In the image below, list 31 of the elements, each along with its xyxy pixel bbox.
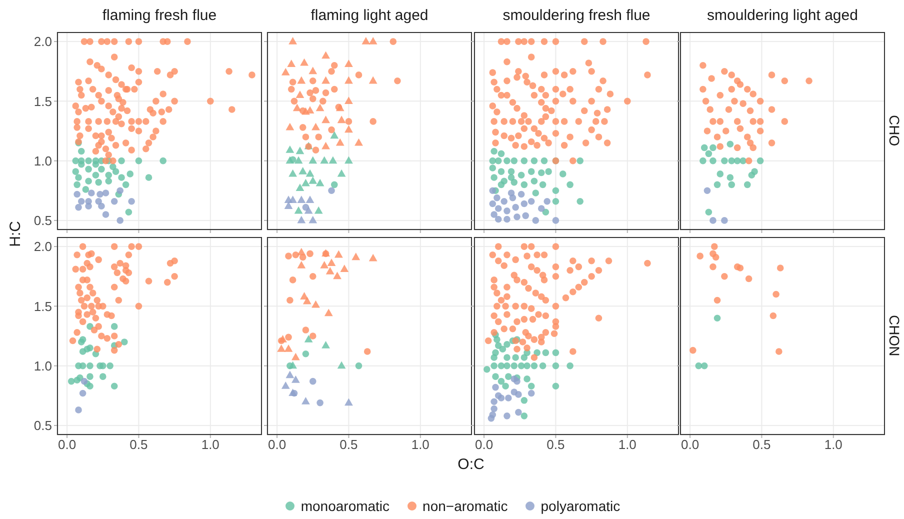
x-tick-label: 1.0	[201, 437, 220, 452]
chart-title: flaming light aged	[310, 7, 430, 24]
x-tick-label: 0.5	[752, 437, 771, 452]
x-tick-label: 1.0	[824, 437, 842, 452]
y-tick-label: 1.0	[34, 153, 52, 168]
y-tick-label: 1.5	[34, 94, 52, 109]
chart-title: flaming fresh flue	[101, 7, 218, 24]
x-tick-label: 0.0	[474, 437, 494, 452]
legend-label: monoaromatic	[300, 498, 390, 514]
y-tick-label: 0.5	[34, 418, 52, 434]
x-tick-label: 1.0	[618, 437, 636, 452]
legend-label: polyaromatic	[540, 498, 620, 514]
x-tick-label: 0.5	[546, 437, 565, 452]
y-tick-label: 0.5	[34, 213, 52, 228]
y-tick-label: 1.0	[34, 358, 52, 374]
x-tick-label: 1.0	[411, 437, 430, 452]
y-tick-label: 1.5	[34, 298, 52, 314]
x-tick-label: 0.0	[268, 437, 286, 452]
y-tick-label: 2.0	[34, 239, 52, 254]
y-tick-label: 2.0	[34, 34, 52, 50]
y2-axis-title: CHON	[886, 315, 902, 357]
x-tick-label: 0.5	[340, 437, 358, 452]
x-axis-title: O:C	[456, 456, 486, 473]
x-tick-label: 0.0	[58, 437, 76, 452]
y-axis-title: H:C	[6, 220, 24, 246]
legend-label: non−aromatic	[422, 498, 508, 514]
y2-axis-title: CHO	[886, 115, 902, 147]
chart-title: smouldering fresh flue	[502, 7, 652, 24]
x-tick-label: 0.5	[130, 437, 148, 452]
chart-title: smouldering light aged	[706, 7, 859, 24]
x-tick-label: 0.0	[680, 437, 700, 452]
